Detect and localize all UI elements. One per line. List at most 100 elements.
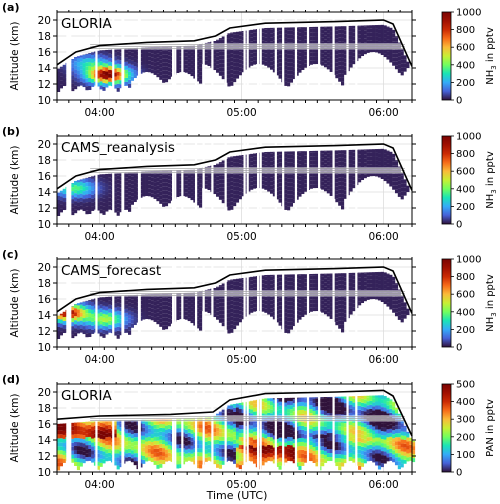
curtain-cell [295, 175, 299, 180]
curtain-cell [162, 301, 166, 306]
curtain-cell [164, 70, 169, 75]
curtain-cell [309, 60, 313, 65]
curtain-cell [383, 161, 387, 166]
curtain-cell [218, 452, 223, 457]
curtain-cell [284, 328, 288, 333]
curtain-cell [91, 317, 95, 322]
curtain-cell [139, 312, 143, 317]
curtain-cell [238, 457, 242, 462]
curtain-cell [341, 57, 345, 62]
curtain-cell [375, 272, 379, 276]
curtain-cell [261, 409, 265, 414]
curtain-cell [298, 60, 302, 65]
curtain-cell [218, 306, 223, 311]
curtain-cell [113, 331, 117, 336]
curtain-cell [235, 158, 240, 163]
curtain-cell [321, 153, 325, 158]
curtain-cell [309, 164, 313, 169]
curtain-cell [199, 420, 203, 425]
curtain-cell [108, 320, 112, 325]
curtain-cell [230, 156, 234, 158]
curtain-cell [301, 276, 305, 281]
colorbar-tick-label: 800 [456, 25, 475, 36]
curtain-cell [329, 282, 333, 287]
curtain-cell [261, 172, 265, 177]
curtain-cell [99, 185, 103, 190]
curtain-cell [341, 161, 345, 166]
curtain-cell [145, 48, 149, 53]
curtain-cell [278, 30, 282, 35]
curtain-cell [181, 56, 186, 61]
curtain-cell [74, 457, 78, 462]
curtain-cell [59, 462, 63, 467]
curtain-cell [59, 66, 63, 69]
curtain-cell [74, 85, 78, 90]
curtain-cell [150, 173, 154, 178]
curtain-cell [315, 36, 319, 41]
curtain-cell [358, 25, 362, 27]
curtain-cell [139, 423, 143, 428]
curtain-cell [241, 56, 245, 61]
data-gap [332, 259, 335, 347]
curtain-cell [105, 306, 109, 311]
curtain-cell [227, 297, 231, 302]
curtain-cell [159, 55, 163, 60]
curtain-cell [278, 38, 282, 43]
curtain-cell [108, 424, 112, 429]
curtain-cell [233, 451, 237, 456]
curtain-cell [397, 184, 401, 189]
curtain-cell [406, 64, 410, 69]
curtain-cell [99, 446, 103, 451]
curtain-cell [145, 311, 149, 316]
curtain-cell [321, 185, 325, 190]
curtain-cell [213, 440, 217, 445]
curtain-cell [287, 206, 291, 211]
curtain-cell [159, 322, 163, 327]
curtain-cell [82, 318, 86, 323]
curtain-cell [150, 189, 154, 194]
curtain-cell [102, 178, 106, 183]
curtain-cell [102, 443, 106, 448]
curtain-cell [295, 274, 299, 275]
curtain-cell [59, 208, 63, 213]
curtain-cell [298, 36, 302, 41]
curtain-cell [230, 69, 234, 74]
curtain-cell [289, 297, 294, 302]
curtain-cell [216, 303, 220, 308]
curtain-cell [71, 450, 75, 455]
curtain-cell [139, 69, 143, 74]
curtain-cell [167, 67, 171, 72]
curtain-cell [321, 61, 325, 66]
curtain-cell [125, 304, 129, 309]
curtain-cell [230, 61, 234, 66]
curtain-cell [372, 275, 376, 280]
curtain-cell [71, 318, 75, 323]
curtain-cell [241, 421, 245, 426]
curtain-cell [218, 71, 223, 76]
curtain-cell [128, 436, 132, 441]
curtain-cell [267, 456, 271, 461]
curtain-cell [244, 185, 248, 190]
curtain-cell [360, 48, 365, 53]
curtain-cell [150, 177, 154, 182]
curtain-cell [278, 281, 282, 286]
curtain-cell [218, 63, 223, 68]
data-gap [306, 259, 310, 347]
curtain-cell [184, 64, 188, 69]
curtain-cell [295, 278, 299, 283]
curtain-cell [91, 52, 95, 55]
curtain-cell [116, 187, 120, 192]
curtain-cell [400, 71, 404, 76]
curtain-cell [309, 172, 313, 177]
curtain-cell [233, 435, 237, 440]
curtain-cell [82, 71, 86, 76]
curtain-cell [133, 58, 137, 63]
curtain-cell [235, 301, 240, 306]
curtain-cell [199, 199, 203, 204]
x-tick-label: 05:00 [226, 107, 256, 119]
curtain-cell [119, 455, 123, 460]
curtain-cell [91, 458, 95, 463]
curtain-cell [278, 445, 282, 450]
curtain-cell [133, 62, 137, 67]
curtain-cell [321, 300, 325, 305]
